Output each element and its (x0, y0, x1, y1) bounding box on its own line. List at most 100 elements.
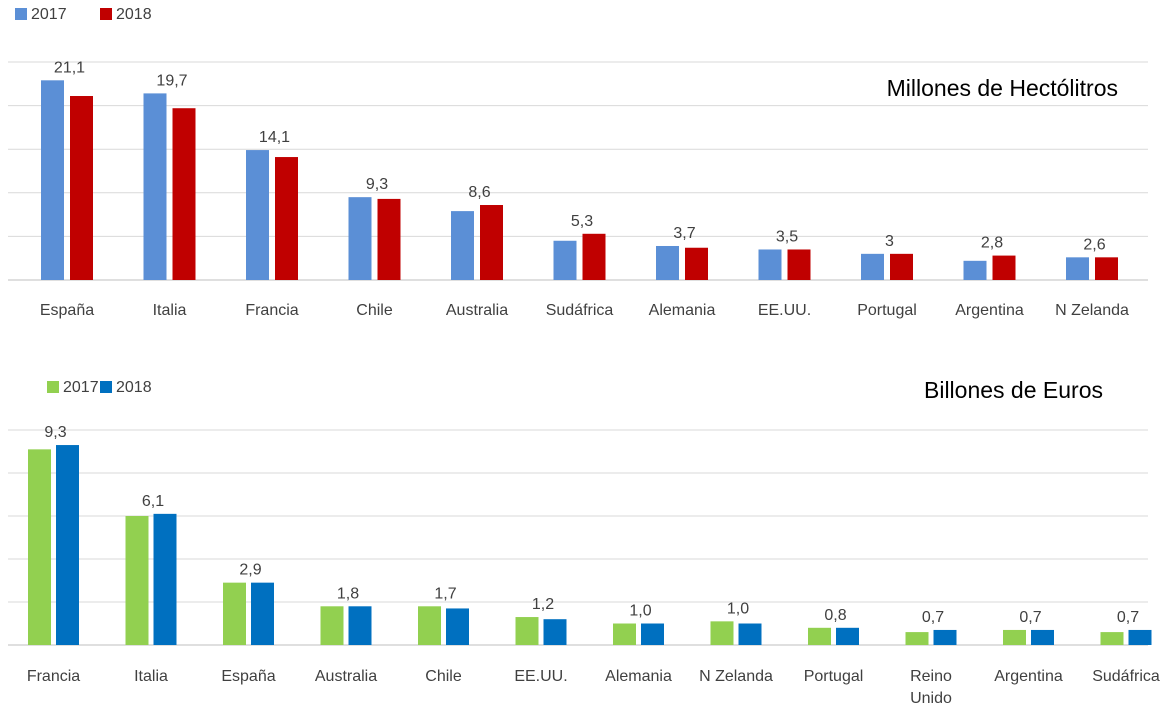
category-label: EE.UU. (514, 668, 567, 685)
bar (515, 617, 539, 645)
category-label: N Zelanda (1055, 302, 1129, 319)
bar (1031, 629, 1054, 645)
data-label: 19,7 (156, 72, 187, 89)
bar (1066, 257, 1089, 280)
bar (125, 516, 149, 645)
chart-title: Millones de Hectólitros (887, 75, 1118, 101)
bar (451, 211, 474, 280)
data-label: 2,9 (239, 562, 261, 579)
data-label: 1,0 (727, 600, 749, 617)
legend-swatch (100, 8, 112, 20)
data-label: 1,2 (532, 596, 554, 613)
bar (905, 632, 929, 645)
category-label: España (221, 668, 275, 685)
data-label: 2,8 (981, 235, 1003, 252)
category-label: Francia (27, 668, 80, 685)
bar (172, 108, 196, 280)
bar (348, 197, 372, 280)
bar (656, 245, 679, 280)
category-label: Sudáfrica (546, 302, 614, 319)
bar (28, 449, 51, 645)
category-label: Chile (425, 668, 462, 685)
bar (890, 253, 913, 280)
bar (275, 157, 298, 280)
category-label: Sudáfrica (1092, 668, 1160, 685)
bar (758, 249, 782, 280)
bar (992, 255, 1016, 280)
bar (153, 513, 177, 645)
bar (808, 627, 831, 645)
bar (377, 198, 401, 280)
bar (933, 629, 957, 645)
data-label: 0,7 (1019, 609, 1041, 626)
bar (543, 619, 567, 645)
bar (251, 582, 274, 645)
bar (710, 621, 734, 645)
bar (787, 249, 811, 280)
category-label: Australia (446, 302, 508, 319)
data-label: 14,1 (259, 129, 290, 146)
legend-swatch (47, 381, 59, 393)
bar (1003, 629, 1026, 645)
data-label: 0,7 (922, 609, 944, 626)
bar (446, 608, 469, 645)
bar (1100, 632, 1124, 645)
bar (1095, 257, 1118, 280)
bar (963, 260, 987, 280)
data-label: 9,3 (44, 424, 66, 441)
bar (56, 445, 79, 645)
category-label: Italia (153, 302, 187, 319)
data-label: 2,6 (1083, 236, 1105, 253)
category-label: Alemania (605, 668, 672, 685)
bar (348, 606, 372, 645)
category-label: EE.UU. (758, 302, 811, 319)
chart-title: Billones de Euros (924, 377, 1103, 403)
data-label: 0,7 (1117, 609, 1139, 626)
bar (836, 627, 859, 645)
data-label: 1,0 (629, 603, 651, 620)
bar (738, 623, 762, 645)
category-label: Argentina (955, 302, 1024, 319)
data-label: 1,8 (337, 585, 359, 602)
bar (861, 253, 884, 280)
data-label: 1,7 (434, 585, 456, 602)
category-label: Argentina (994, 668, 1063, 685)
bar (143, 93, 167, 280)
bar (641, 623, 664, 645)
category-label: España (40, 302, 94, 319)
category-label: Australia (315, 668, 377, 685)
data-label: 0,8 (824, 607, 846, 624)
bar (223, 582, 246, 645)
category-label: Alemania (649, 302, 716, 319)
category-label: Chile (356, 302, 393, 319)
data-label: 5,3 (571, 213, 593, 230)
legend-label: 2018 (116, 379, 152, 396)
bar (480, 205, 503, 280)
category-label: Portugal (857, 302, 917, 319)
legend-label: 2017 (31, 6, 67, 23)
data-label: 21,1 (54, 59, 85, 76)
legend-swatch (15, 8, 27, 20)
data-label: 6,1 (142, 493, 164, 510)
data-label: 3,5 (776, 228, 798, 245)
bar (320, 606, 344, 645)
bar (246, 150, 269, 280)
bar (70, 96, 93, 281)
data-label: 8,6 (468, 184, 490, 201)
category-label: Reino Unido (910, 668, 952, 706)
category-label: N Zelanda (699, 668, 773, 685)
bar (418, 606, 441, 645)
legend-swatch (100, 381, 112, 393)
bar (1128, 629, 1152, 645)
legend-label: 2018 (116, 6, 152, 23)
data-label: 3,7 (673, 225, 695, 242)
data-label: 3 (885, 233, 894, 250)
bar (41, 80, 64, 280)
legend-label: 2017 (63, 379, 99, 396)
bar (553, 240, 577, 280)
bar (582, 233, 606, 280)
category-label: Francia (245, 302, 298, 319)
data-label: 9,3 (366, 176, 388, 193)
